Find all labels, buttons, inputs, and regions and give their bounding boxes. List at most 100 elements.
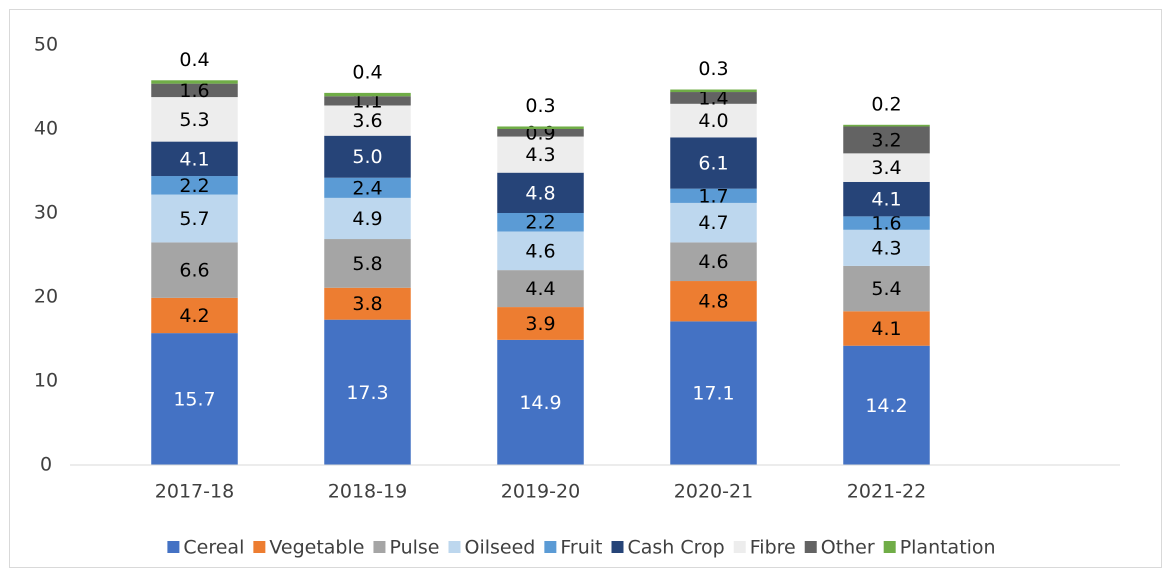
bar-segment xyxy=(151,80,238,84)
bar-segment xyxy=(324,135,411,178)
data-label: 1.6 xyxy=(871,213,901,235)
data-label: 3.6 xyxy=(352,110,382,132)
bar-segment xyxy=(497,307,584,340)
data-label: 6.1 xyxy=(698,153,728,175)
data-label: 1.7 xyxy=(698,185,728,207)
data-label: 3.4 xyxy=(871,157,901,179)
data-label: 4.2 xyxy=(179,305,209,327)
legend-label: Other xyxy=(821,537,875,559)
bar-segment xyxy=(843,345,930,465)
data-label: 6.6 xyxy=(179,260,209,282)
bar-segment xyxy=(151,242,238,298)
data-label: 5.4 xyxy=(871,278,901,300)
bar-segment xyxy=(670,103,757,138)
bar-segment xyxy=(670,137,757,189)
bar-segment xyxy=(843,153,930,182)
bar-segment xyxy=(151,194,238,243)
data-label: 3.8 xyxy=(352,293,382,315)
data-label: 2.2 xyxy=(525,212,555,234)
bar-segment xyxy=(843,265,930,312)
y-tick-label: 20 xyxy=(34,286,58,308)
legend-label: Fibre xyxy=(750,537,796,559)
y-tick-label: 50 xyxy=(34,34,58,56)
data-label: 0.3 xyxy=(525,95,555,117)
data-label: 4.6 xyxy=(525,240,555,262)
legend-swatch xyxy=(733,541,746,553)
bar-segment xyxy=(670,188,757,203)
bar-segment xyxy=(151,83,238,98)
data-label: 2.2 xyxy=(179,175,209,197)
bar-segment xyxy=(670,242,757,282)
bar-segment xyxy=(497,270,584,308)
bar-segment xyxy=(670,321,757,465)
data-label: 3.2 xyxy=(871,129,901,151)
x-tick-label: 2021-22 xyxy=(847,481,926,503)
legend-label: Pulse xyxy=(389,537,439,559)
data-label: 4.4 xyxy=(525,278,555,300)
data-label: 0.4 xyxy=(179,49,209,71)
data-label: 14.2 xyxy=(865,395,907,417)
x-tick-label: 2018-19 xyxy=(328,481,407,503)
data-label: 17.1 xyxy=(692,383,734,405)
data-label: 3.9 xyxy=(525,313,555,335)
bar-segment xyxy=(843,311,930,346)
data-label: 4.8 xyxy=(525,182,555,204)
legend-swatch xyxy=(544,541,557,553)
bar-segment xyxy=(670,281,757,322)
bar-segment xyxy=(151,97,238,142)
bar-segment xyxy=(497,126,584,129)
data-label: 4.6 xyxy=(698,251,728,273)
data-label: 5.3 xyxy=(179,109,209,131)
data-label: 4.9 xyxy=(352,208,382,230)
x-tick-label: 2019-20 xyxy=(501,481,580,503)
bar-segment xyxy=(151,141,238,177)
legend-label: Cash Crop xyxy=(628,537,725,559)
data-label: 5.8 xyxy=(352,253,382,275)
legend-swatch xyxy=(253,541,266,553)
legend-label: Vegetable xyxy=(269,537,364,559)
data-label: 5.7 xyxy=(179,208,209,230)
data-label: 4.1 xyxy=(871,189,901,211)
bar-segment xyxy=(497,136,584,173)
data-label: 17.3 xyxy=(346,382,388,404)
data-label: 2.4 xyxy=(352,177,382,199)
x-tick-label: 2017-18 xyxy=(155,481,234,503)
legend-label: Fruit xyxy=(560,537,602,559)
legend-swatch xyxy=(167,541,180,553)
legend-swatch xyxy=(804,541,817,553)
data-label: 14.9 xyxy=(519,392,561,414)
bar-segment xyxy=(843,181,930,217)
legend-swatch xyxy=(883,541,896,553)
data-label: 1.4 xyxy=(698,87,728,109)
legend-swatch xyxy=(448,541,461,553)
bar-segment xyxy=(151,333,238,465)
bar-segment xyxy=(497,339,584,465)
bar-segment xyxy=(324,96,411,106)
data-label: 4.3 xyxy=(525,144,555,166)
bar-segment xyxy=(670,92,757,104)
y-tick-label: 0 xyxy=(40,454,52,476)
bar-segment xyxy=(497,213,584,232)
bar-segment xyxy=(670,202,757,243)
legend-label: Plantation xyxy=(900,537,996,559)
bar-segment xyxy=(324,105,411,136)
bar-segment xyxy=(670,89,757,93)
bar-segment xyxy=(497,231,584,271)
y-tick-label: 10 xyxy=(34,370,58,392)
data-label: 1.6 xyxy=(179,80,209,102)
data-label: 4.1 xyxy=(179,148,209,170)
bar-segment xyxy=(324,92,411,97)
bar-segment xyxy=(324,177,411,198)
bar-segment xyxy=(324,197,411,240)
bar-segment xyxy=(151,297,238,334)
data-label: 4.7 xyxy=(698,212,728,234)
data-label: 0.4 xyxy=(352,61,382,83)
y-tick-label: 30 xyxy=(34,202,58,224)
legend-swatch xyxy=(373,541,386,553)
data-label: 15.7 xyxy=(173,389,215,411)
x-tick-label: 2020-21 xyxy=(674,481,753,503)
data-label: 0.9 xyxy=(525,122,555,144)
bar-segment xyxy=(151,176,238,195)
legend-label: Cereal xyxy=(183,537,244,559)
